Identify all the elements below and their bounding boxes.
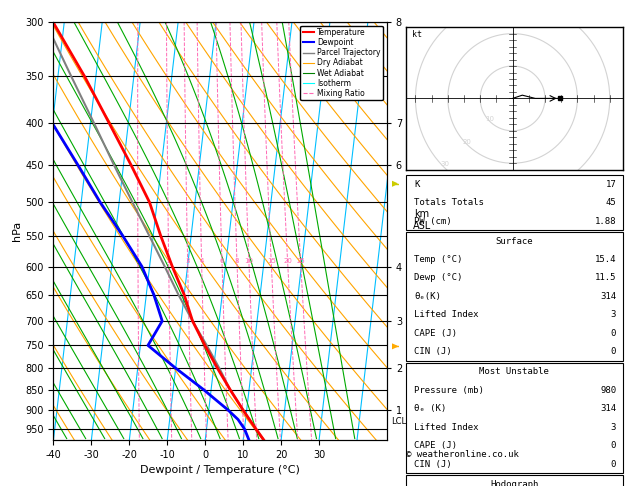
Text: K: K [415,180,420,189]
Text: θₑ(K): θₑ(K) [415,292,442,301]
Text: 1: 1 [136,258,140,264]
Text: 0: 0 [611,460,616,469]
Text: 2: 2 [167,258,171,264]
Text: 314: 314 [600,292,616,301]
Text: Lifted Index: Lifted Index [415,423,479,432]
Text: 25: 25 [296,258,305,264]
Text: 10: 10 [244,258,253,264]
Text: 15.4: 15.4 [594,255,616,264]
Text: 0: 0 [611,441,616,450]
Text: 1.88: 1.88 [594,217,616,226]
Text: CAPE (J): CAPE (J) [415,441,457,450]
Text: 314: 314 [600,404,616,413]
Text: 0: 0 [611,347,616,356]
Text: Pressure (mb): Pressure (mb) [415,386,484,395]
Text: 6: 6 [220,258,224,264]
Text: Surface: Surface [496,237,533,245]
Text: 30: 30 [440,161,449,168]
Text: 45: 45 [606,198,616,207]
Legend: Temperature, Dewpoint, Parcel Trajectory, Dry Adiabat, Wet Adiabat, Isotherm, Mi: Temperature, Dewpoint, Parcel Trajectory… [301,26,383,100]
Text: 0: 0 [611,329,616,338]
Text: Most Unstable: Most Unstable [479,367,549,376]
Text: 3: 3 [611,423,616,432]
Text: Dewp (°C): Dewp (°C) [415,274,463,282]
Text: CIN (J): CIN (J) [415,460,452,469]
Text: kt: kt [412,30,422,39]
Text: CIN (J): CIN (J) [415,347,452,356]
Text: 17: 17 [606,180,616,189]
Text: Hodograph: Hodograph [490,480,538,486]
Y-axis label: hPa: hPa [13,221,23,241]
Text: 980: 980 [600,386,616,395]
Text: 8: 8 [235,258,239,264]
X-axis label: Dewpoint / Temperature (°C): Dewpoint / Temperature (°C) [140,465,300,475]
Polygon shape [392,181,397,186]
Text: CAPE (J): CAPE (J) [415,329,457,338]
Y-axis label: km
ASL: km ASL [413,209,431,231]
Text: 3: 3 [611,311,616,319]
Text: 4: 4 [199,258,204,264]
Text: 20: 20 [463,139,472,145]
Text: © weatheronline.co.uk: © weatheronline.co.uk [406,450,518,459]
Text: LCL: LCL [391,417,406,426]
Text: 11.5: 11.5 [594,274,616,282]
Text: 15: 15 [267,258,276,264]
Text: PW (cm): PW (cm) [415,217,452,226]
Text: θₑ (K): θₑ (K) [415,404,447,413]
Text: Lifted Index: Lifted Index [415,311,479,319]
Text: 20: 20 [283,258,292,264]
Text: Temp (°C): Temp (°C) [415,255,463,264]
Polygon shape [392,344,397,348]
Text: Totals Totals: Totals Totals [415,198,484,207]
Text: 10: 10 [486,116,494,122]
Text: 3: 3 [186,258,190,264]
